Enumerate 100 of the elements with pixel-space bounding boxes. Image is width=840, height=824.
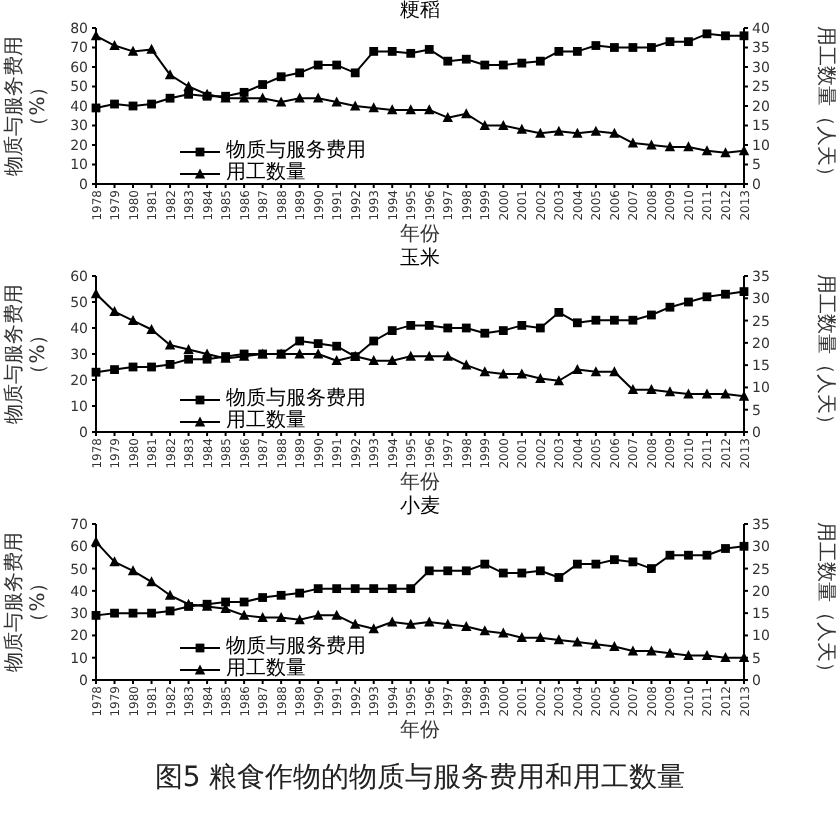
point	[405, 350, 416, 361]
legend-label: 物质与服务费用	[226, 140, 366, 162]
point	[591, 559, 601, 569]
point	[183, 343, 194, 354]
point	[554, 573, 564, 582]
point	[257, 612, 268, 622]
point	[461, 54, 471, 64]
point	[627, 137, 639, 148]
point	[461, 359, 472, 370]
point	[591, 315, 601, 325]
point	[646, 139, 657, 150]
point	[498, 627, 509, 638]
chart-title: 玉米	[398, 248, 442, 270]
point	[572, 364, 583, 374]
point	[424, 350, 435, 361]
point	[332, 584, 342, 594]
point	[350, 100, 361, 111]
chart-title: 小麦	[398, 496, 442, 518]
point	[572, 559, 582, 569]
point	[480, 328, 490, 338]
point	[702, 29, 712, 39]
point	[312, 348, 324, 359]
point	[701, 145, 713, 156]
point	[109, 556, 120, 567]
point	[313, 60, 323, 70]
point	[461, 566, 471, 576]
point	[609, 640, 620, 651]
point	[201, 348, 213, 359]
point	[535, 56, 545, 66]
point	[443, 566, 453, 576]
point	[647, 564, 656, 573]
point	[184, 354, 193, 364]
point	[721, 31, 730, 41]
y2-axis-title: 用工数量（人天）	[812, 24, 836, 190]
point	[442, 618, 453, 629]
point	[110, 365, 119, 374]
point	[165, 360, 175, 369]
point	[683, 649, 694, 660]
point	[683, 388, 694, 399]
point	[610, 43, 619, 52]
point	[276, 72, 286, 82]
point	[517, 321, 527, 330]
point	[295, 68, 305, 78]
point	[609, 127, 620, 138]
point	[110, 99, 119, 109]
point	[683, 141, 694, 152]
point	[91, 610, 101, 620]
point	[720, 388, 731, 399]
point	[258, 80, 268, 89]
point	[387, 355, 398, 366]
chart-title: 粳稻	[398, 0, 442, 22]
point	[109, 39, 120, 50]
point	[498, 119, 509, 130]
point	[109, 306, 120, 317]
point	[646, 384, 657, 395]
point	[516, 123, 528, 134]
point	[609, 366, 620, 377]
point	[479, 625, 490, 636]
point	[480, 559, 490, 569]
point	[368, 102, 379, 113]
point	[332, 60, 342, 70]
point	[146, 43, 157, 54]
point	[424, 104, 435, 115]
point	[590, 366, 602, 377]
point	[720, 652, 731, 663]
point	[498, 568, 508, 578]
legend-label: 物质与服务费用	[226, 636, 366, 658]
point	[461, 323, 471, 333]
point	[516, 632, 528, 643]
point	[535, 323, 545, 333]
point	[739, 31, 749, 41]
point	[627, 645, 639, 656]
point	[572, 127, 583, 138]
point	[406, 584, 416, 594]
point	[702, 292, 712, 302]
point	[238, 609, 250, 620]
point	[424, 321, 434, 330]
point	[591, 41, 601, 50]
y-axis-title: 物质与服务费用（%）	[4, 34, 52, 180]
point	[350, 584, 360, 594]
point	[647, 43, 656, 52]
point	[369, 47, 379, 56]
y-axis-title: 物质与服务费用（%）	[4, 530, 52, 676]
point	[295, 336, 305, 346]
point	[164, 69, 176, 80]
point	[406, 321, 416, 330]
point	[553, 634, 565, 645]
y2-axis-title: 用工数量（人天）	[812, 272, 836, 438]
point	[387, 47, 397, 56]
legend-label: 用工数量	[226, 410, 306, 432]
point	[572, 47, 582, 56]
point	[294, 348, 305, 359]
point	[332, 341, 342, 351]
point	[498, 326, 508, 335]
point	[572, 636, 583, 647]
point	[387, 326, 397, 335]
point	[424, 566, 434, 576]
point	[665, 37, 675, 47]
point	[535, 566, 545, 576]
point	[646, 645, 657, 656]
